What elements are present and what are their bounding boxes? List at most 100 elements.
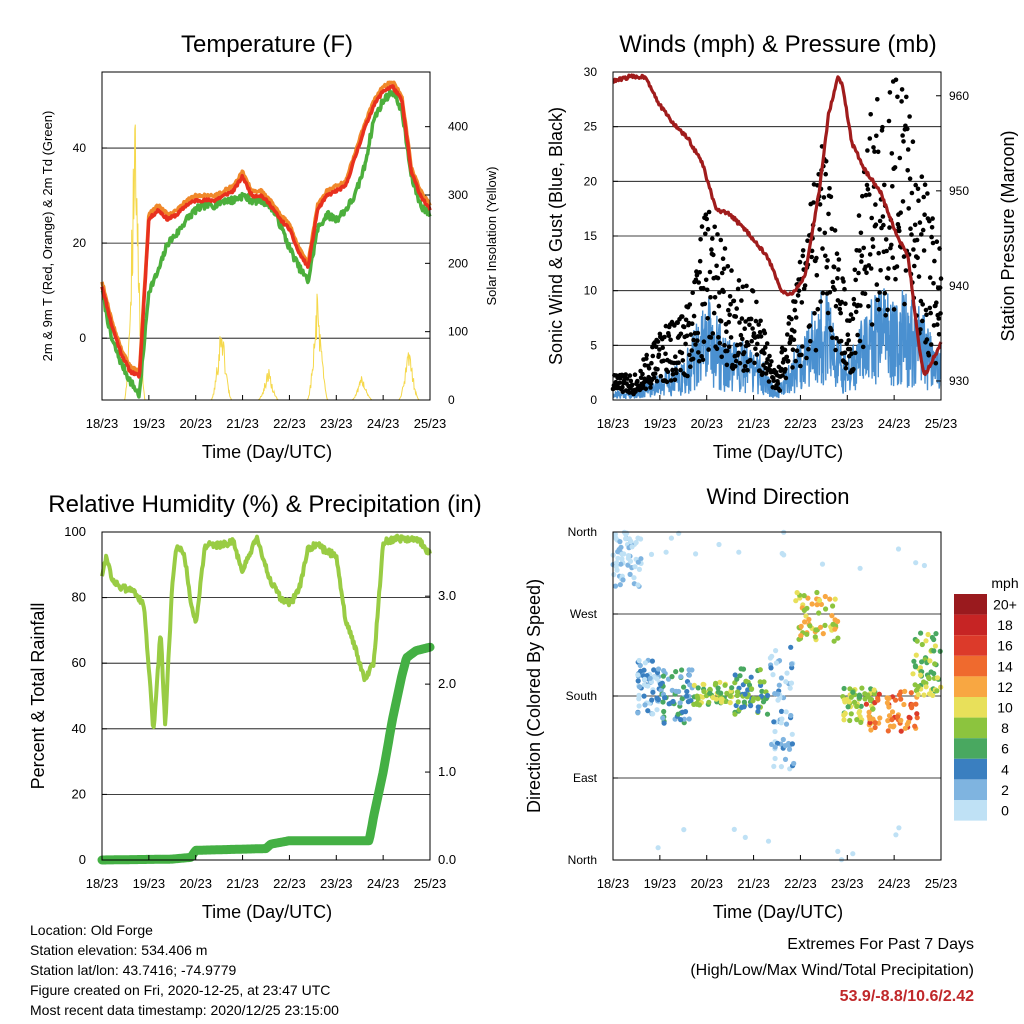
gust-point xyxy=(629,382,635,388)
gust-point xyxy=(785,358,791,364)
gust-point xyxy=(754,299,759,305)
direction-point xyxy=(802,619,808,625)
direction-point xyxy=(778,675,785,681)
direction-point xyxy=(677,700,683,706)
gust-point xyxy=(714,263,719,269)
gust-point xyxy=(895,94,900,100)
gust-point xyxy=(843,365,849,371)
legend-label: 20+ xyxy=(993,597,1017,613)
gust-point xyxy=(709,247,714,252)
gust-point xyxy=(758,334,764,339)
extremes-subtitle: (High/Low/Max Wind/Total Precipitation) xyxy=(690,962,974,979)
direction-point xyxy=(934,675,941,681)
gust-point xyxy=(617,380,622,386)
temperature-xlabel: Time (Day/UTC) xyxy=(202,442,332,462)
direction-point xyxy=(918,630,924,636)
gust-point xyxy=(735,286,741,292)
gust-point xyxy=(892,165,898,170)
direction-point xyxy=(932,661,938,667)
direction-title: Wind Direction xyxy=(706,484,849,509)
x-tick-label: 22/23 xyxy=(273,416,306,431)
gust-point xyxy=(655,339,661,344)
gust-point xyxy=(832,287,837,292)
gust-point xyxy=(785,332,790,337)
gust-point xyxy=(885,276,891,281)
gust-point xyxy=(744,283,749,289)
gust-point xyxy=(930,240,936,246)
gust-point xyxy=(696,280,701,285)
gust-point xyxy=(878,268,883,273)
direction-point xyxy=(623,536,629,542)
direction-point xyxy=(775,691,781,697)
direction-point xyxy=(636,684,643,690)
gust-point xyxy=(716,335,721,340)
gust-point xyxy=(850,316,856,322)
x-tick-label: 24/23 xyxy=(878,876,911,891)
direction-point xyxy=(778,720,784,726)
direction-point xyxy=(770,672,776,678)
y2-tick-label: 200 xyxy=(448,256,468,270)
gust-point xyxy=(823,253,828,259)
gust-point xyxy=(654,378,660,384)
gust-point xyxy=(917,220,923,225)
gust-point xyxy=(751,331,757,336)
direction-point xyxy=(759,688,765,695)
gust-point xyxy=(859,253,865,258)
direction-point xyxy=(679,696,685,702)
direction-point xyxy=(727,693,733,699)
direction-point xyxy=(722,682,728,688)
direction-point xyxy=(650,711,656,717)
direction-point xyxy=(772,744,778,750)
gust-point xyxy=(901,254,907,259)
direction-point xyxy=(684,688,690,695)
gust-point xyxy=(882,182,887,188)
gust-point xyxy=(662,334,667,340)
direction-point xyxy=(857,565,863,571)
direction-point xyxy=(660,715,666,721)
gust-point xyxy=(656,352,662,358)
gust-point xyxy=(851,296,857,302)
direction-point xyxy=(830,603,836,609)
gust-point xyxy=(712,295,718,300)
gust-point xyxy=(866,263,872,268)
direction-point xyxy=(748,703,754,709)
direction-point xyxy=(818,601,825,608)
gust-point xyxy=(872,149,877,154)
legend-label: 16 xyxy=(997,638,1013,654)
gust-point xyxy=(834,335,839,341)
direction-point xyxy=(617,539,623,545)
gust-point xyxy=(825,310,831,316)
gust-point xyxy=(849,351,854,357)
gust-point xyxy=(920,227,926,233)
gust-point xyxy=(934,300,939,306)
direction-point xyxy=(629,544,635,550)
gust-point xyxy=(792,307,798,313)
gust-point xyxy=(727,312,732,318)
gust-point xyxy=(767,353,772,359)
direction-point xyxy=(783,679,789,685)
x-tick-label: 23/23 xyxy=(831,416,864,431)
direction-point xyxy=(788,680,795,686)
gust-point xyxy=(831,264,837,270)
direction-point xyxy=(846,699,852,705)
direction-point xyxy=(645,708,651,714)
direction-point xyxy=(678,717,684,723)
direction-point xyxy=(909,702,915,708)
gust-point xyxy=(824,265,829,270)
gust-point xyxy=(706,347,711,352)
direction-point xyxy=(914,715,920,721)
direction-point xyxy=(691,701,697,708)
legend-label: 10 xyxy=(997,700,1013,716)
gust-point xyxy=(800,344,805,349)
gust-point xyxy=(875,149,881,155)
direction-point xyxy=(765,838,772,844)
gust-point xyxy=(705,226,711,232)
direction-point xyxy=(669,674,675,680)
gust-point xyxy=(800,253,806,259)
direction-point xyxy=(661,720,667,726)
direction-panel: Wind Direction North East South West North 1… xyxy=(524,484,1019,922)
direction-point xyxy=(892,697,899,703)
gust-point xyxy=(799,352,804,358)
direction-point xyxy=(868,727,874,733)
gust-point xyxy=(856,270,861,276)
